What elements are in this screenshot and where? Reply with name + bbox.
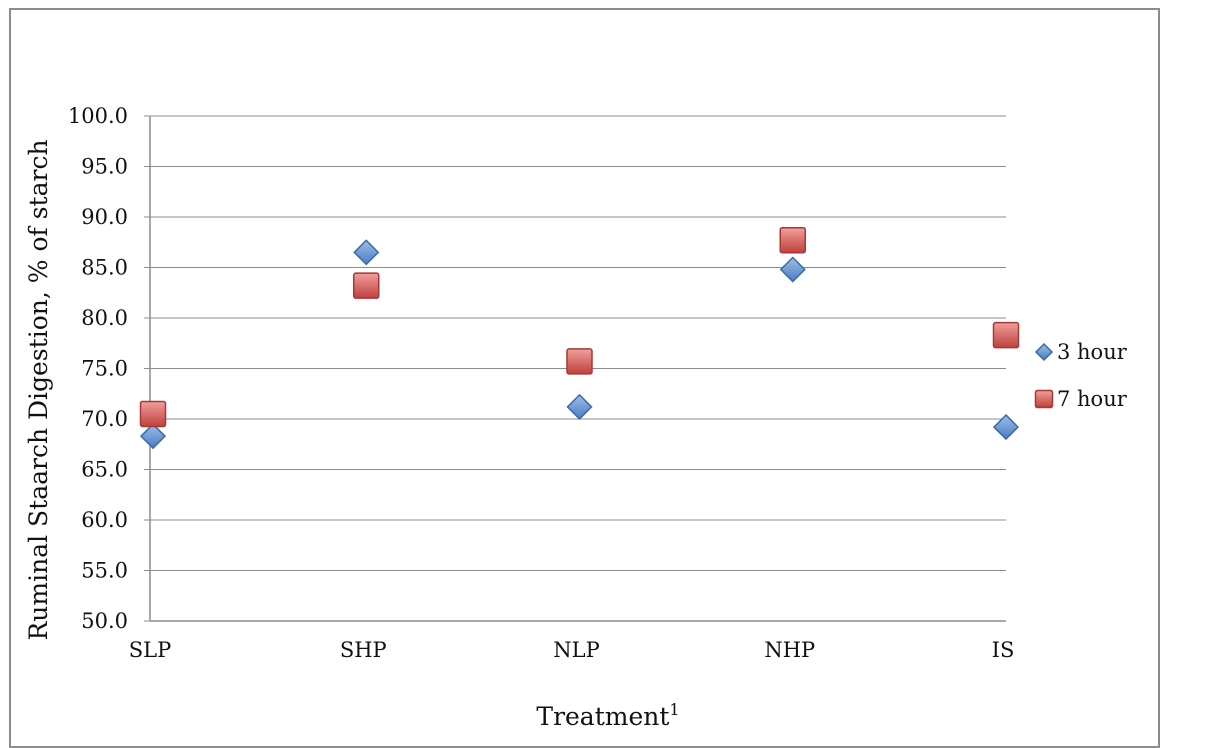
y-tick-label: 95.0 [81,155,128,179]
legend-label: 3 hour [1057,340,1128,364]
y-tick-label: 55.0 [81,559,128,583]
legend: 3 hour 7 hour [1034,340,1128,411]
data-point-7-hour [779,226,806,254]
y-axis-title: Ruminal Staarch Digestion, % of starch [24,139,53,640]
data-point-7-hour [139,400,167,428]
data-point-3-hour [992,414,1020,441]
x-axis-title-superscript: 1 [669,700,679,719]
data-point-3-hour [566,393,593,420]
x-tick-label: IS [992,638,1015,662]
y-tick-label: 85.0 [81,256,128,280]
data-point-3-hour [139,423,167,450]
legend-marker-7-hour [1034,389,1054,409]
data-point-7-hour [353,272,380,299]
y-tick-label: 65.0 [81,458,128,482]
data-point-7-hour [566,348,593,375]
x-tick-label: SHP [340,638,387,662]
x-tick-labels: SLP SHP NLP NHP IS [129,638,1015,662]
y-tick-labels: 50.0 55.0 60.0 65.0 70.0 75.0 80.0 85.0 90.0 95.0… [68,104,128,633]
y-tick-label: 90.0 [81,205,128,229]
y-tick-label: 100.0 [68,104,128,128]
data-points [139,226,1020,450]
x-tick-label: SLP [129,638,171,662]
chart-frame [9,8,1160,748]
y-tick-label: 70.0 [81,407,128,431]
data-point-7-hour [992,321,1020,349]
axes [149,116,1006,622]
y-tick-label: 50.0 [81,609,128,633]
y-tick-label: 75.0 [81,357,128,381]
data-point-3-hour [353,239,380,266]
x-tick-label: NLP [553,638,599,662]
data-point-3-hour [779,256,806,283]
x-axis-title-text: Treatment [536,702,669,731]
legend-marker-3-hour [1034,342,1054,362]
y-tick-label: 80.0 [81,306,128,330]
legend-label: 7 hour [1057,387,1128,411]
x-tick-label: NHP [764,638,815,662]
x-axis-title: Treatment1 [536,700,679,731]
y-tick-label: 60.0 [81,508,128,532]
